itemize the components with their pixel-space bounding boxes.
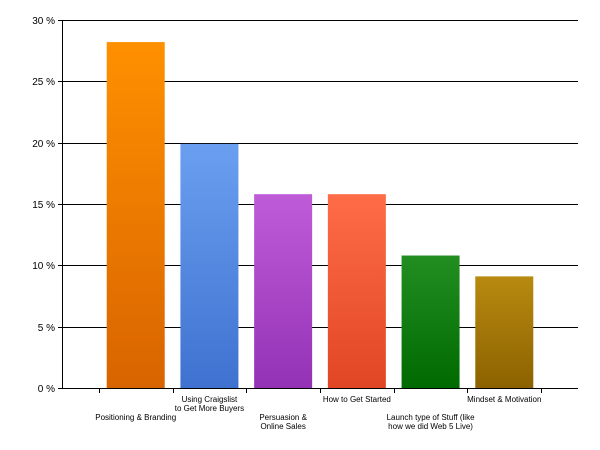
bar (401, 255, 460, 388)
x-tick-label: Launch type of Stuff (like how we did Web… (387, 413, 475, 431)
y-tick-label: 10 % (32, 261, 55, 272)
x-tick-label-line: How to Get Started (323, 395, 391, 404)
y-tick-label: 25 % (32, 77, 55, 88)
y-tick-label: 20 % (32, 139, 55, 150)
x-tick-label-line: Launch type of Stuff (like (387, 413, 475, 422)
x-tick-label-line: Online Sales (260, 422, 305, 431)
x-tick-label: Persuasion & Online Sales (259, 413, 307, 431)
y-tick-label: 15 % (32, 200, 55, 211)
x-tick-label: Using Craigslist to Get More Buyers (175, 395, 244, 413)
axes (62, 20, 578, 393)
x-tick-label-line: Using Craigslist (182, 395, 238, 404)
x-tick-label-line: Mindset & Motivation (467, 395, 541, 404)
y-axis-ticks: 0 % 5 % 10 % 15 % 20 % 25 % 30 % (32, 16, 62, 395)
x-tick-label-line: Positioning & Branding (95, 413, 176, 422)
bar (254, 194, 313, 388)
y-tick-label: 30 % (32, 16, 55, 27)
x-tick-label: Mindset & Motivation (467, 395, 541, 404)
x-tick-label-line: to Get More Buyers (175, 404, 244, 413)
x-tick-label-line: how we did Web 5 Live) (388, 422, 473, 431)
bar (106, 42, 165, 388)
y-tick-label: 5 % (38, 323, 55, 334)
bars (106, 42, 534, 388)
y-tick-label: 0 % (38, 384, 55, 395)
x-tick-label-line: Persuasion & (259, 413, 307, 422)
x-tick-label: Positioning & Branding (95, 413, 176, 422)
bar (327, 194, 386, 388)
bar (180, 143, 239, 388)
x-tick-label: How to Get Started (323, 395, 391, 404)
bar (475, 276, 534, 388)
